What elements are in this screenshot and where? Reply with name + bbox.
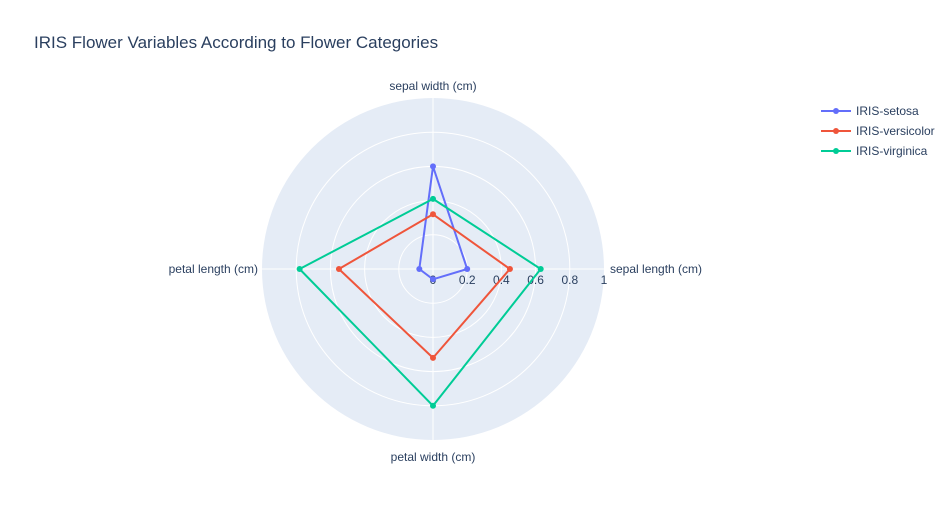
axis-label-1: sepal length (cm) xyxy=(610,262,702,276)
angular-axis-labels: sepal length (cm) sepal width (cm) petal l… xyxy=(169,79,702,464)
legend-swatch-marker xyxy=(833,148,839,154)
series-2-point-4 xyxy=(430,354,436,361)
chart-title: IRIS Flower Variables According to Flowe… xyxy=(34,33,438,52)
radial-tick-2: 0.2 xyxy=(459,273,476,287)
legend-swatch-marker xyxy=(833,108,839,114)
series-1-point-4 xyxy=(430,276,436,283)
series-2-point-3 xyxy=(335,266,342,272)
series-1-point-2 xyxy=(430,163,436,170)
series-2-point-2 xyxy=(430,211,436,218)
series-2-point-1 xyxy=(506,266,513,272)
radial-tick-6: 1 xyxy=(601,273,608,287)
legend-item-2[interactable]: IRIS-versicolor xyxy=(821,124,935,138)
axis-label-3: petal length (cm) xyxy=(169,262,258,276)
series-1-point-1 xyxy=(464,266,471,272)
series-3-point-1 xyxy=(537,266,544,272)
axis-label-4: petal width (cm) xyxy=(391,450,476,464)
legend-swatch-marker xyxy=(833,128,839,134)
legend-item-1[interactable]: IRIS-setosa xyxy=(821,104,919,118)
series-3-point-4 xyxy=(430,402,436,409)
legend-label: IRIS-virginica xyxy=(856,144,928,158)
series-3-point-3 xyxy=(296,266,303,272)
radial-tick-5: 0.8 xyxy=(561,273,578,287)
legend: IRIS-setosa IRIS-versicolor IRIS-virginica xyxy=(821,104,935,158)
series-1-point-3 xyxy=(416,266,423,272)
radial-tick-labels: 00.20.40.60.81 xyxy=(430,273,608,287)
legend-label: IRIS-setosa xyxy=(856,104,919,118)
legend-item-3[interactable]: IRIS-virginica xyxy=(821,144,928,158)
series-3-point-2 xyxy=(430,195,436,202)
radial-tick-4: 0.6 xyxy=(527,273,544,287)
axis-label-2: sepal width (cm) xyxy=(389,79,476,93)
legend-label: IRIS-versicolor xyxy=(856,124,935,138)
series-traces xyxy=(296,163,544,409)
